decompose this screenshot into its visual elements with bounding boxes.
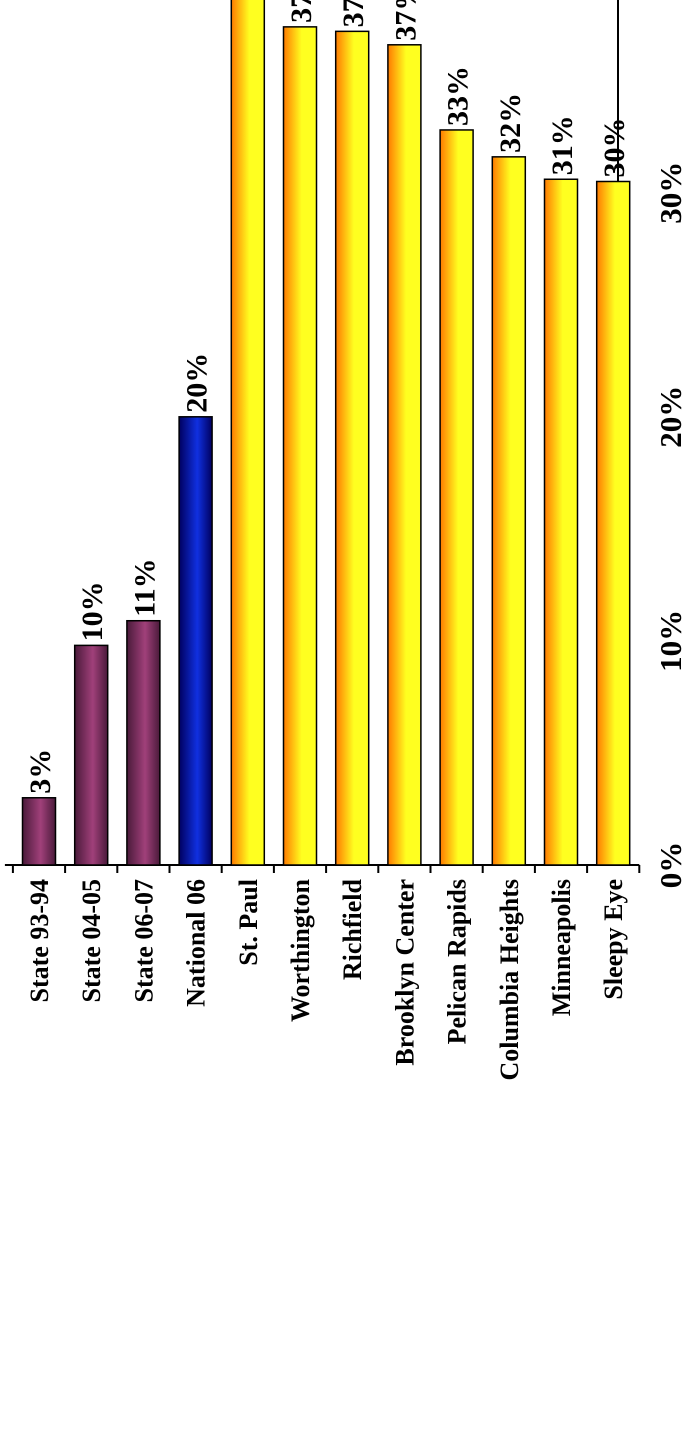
data-label: 20% [181,353,214,413]
bar [387,44,422,866]
bar [230,0,266,866]
bar [178,416,213,866]
data-label: 33% [442,66,475,126]
category-label: Sleepy Eye [599,879,628,1000]
category-label: State 93-94 [25,879,54,1002]
category-label: Brooklyn Center [390,879,419,1066]
data-label: 31% [546,115,579,175]
value-tick-label: 30% [653,162,688,224]
value-tick-label: 10% [653,610,688,672]
category-label: National 06 [182,879,211,1007]
category-label: State 04-05 [77,879,106,1002]
data-label: 37% [337,0,370,27]
data-label: 32% [494,93,527,153]
data-label: 10% [76,581,109,641]
data-label: 30% [598,117,631,177]
data-label: 3% [24,749,57,794]
category-label: Minneapolis [547,879,576,1016]
category-label: St. Paul [234,879,263,966]
category-label: Pelican Rapids [443,879,472,1044]
value-tick-label: 20% [653,386,688,448]
bar [439,129,474,866]
bar [595,180,631,866]
category-label: State 06-07 [129,879,158,1002]
data-label: 11% [128,558,161,616]
bar [126,619,161,866]
bar [282,26,318,866]
bar [21,797,57,866]
bar [543,178,579,866]
bar [334,30,370,866]
value-tick-label: 0% [653,842,688,889]
bar [491,156,527,866]
category-label: Worthington [286,878,315,1022]
bar [73,644,109,866]
data-label: 37% [389,0,422,41]
data-label: 37% [285,0,318,23]
category-label: Columbia Heights [495,879,524,1081]
category-label: Richfield [338,878,367,980]
